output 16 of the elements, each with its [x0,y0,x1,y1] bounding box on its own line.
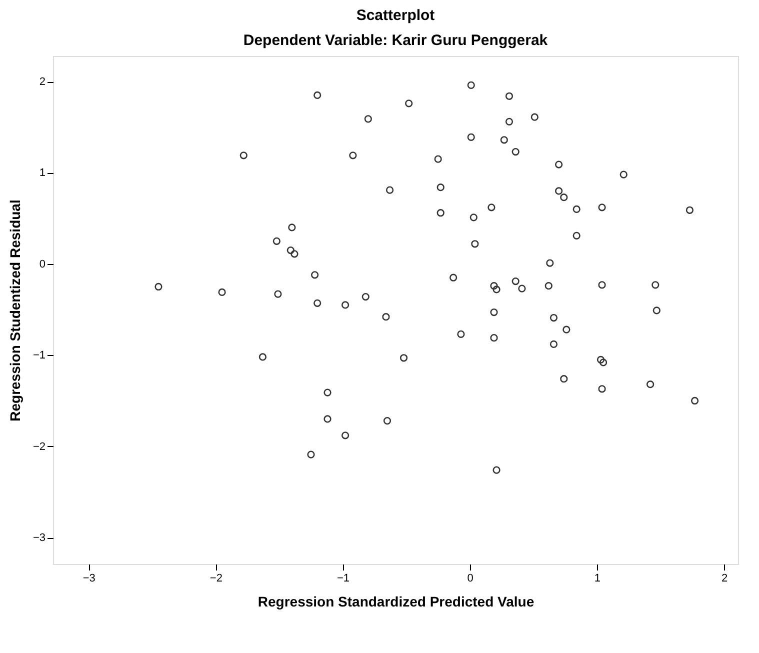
x-tick-label: −1 [336,572,350,584]
y-tick-label: −2 [32,440,46,453]
chart-subtitle: Dependent Variable: Karir Guru Penggerak [243,32,548,49]
y-axis-title: Regression Studentized Residual [6,200,23,422]
x-tick-label: −3 [82,572,96,584]
y-tick-label: −1 [32,350,46,362]
y-tick-label: −3 [32,532,46,544]
x-tick-label: 0 [467,572,474,584]
y-tick-label: 0 [39,258,46,270]
x-tick-label: −2 [210,572,222,584]
x-tick-label: 2 [721,572,728,584]
y-tick-label: 1 [39,167,46,180]
chart-title: Scatterplot [356,7,435,24]
x-tick-label: 1 [594,572,600,584]
y-tick-label: 2 [39,76,46,88]
x-axis-title: Regression Standardized Predicted Value [258,594,534,610]
